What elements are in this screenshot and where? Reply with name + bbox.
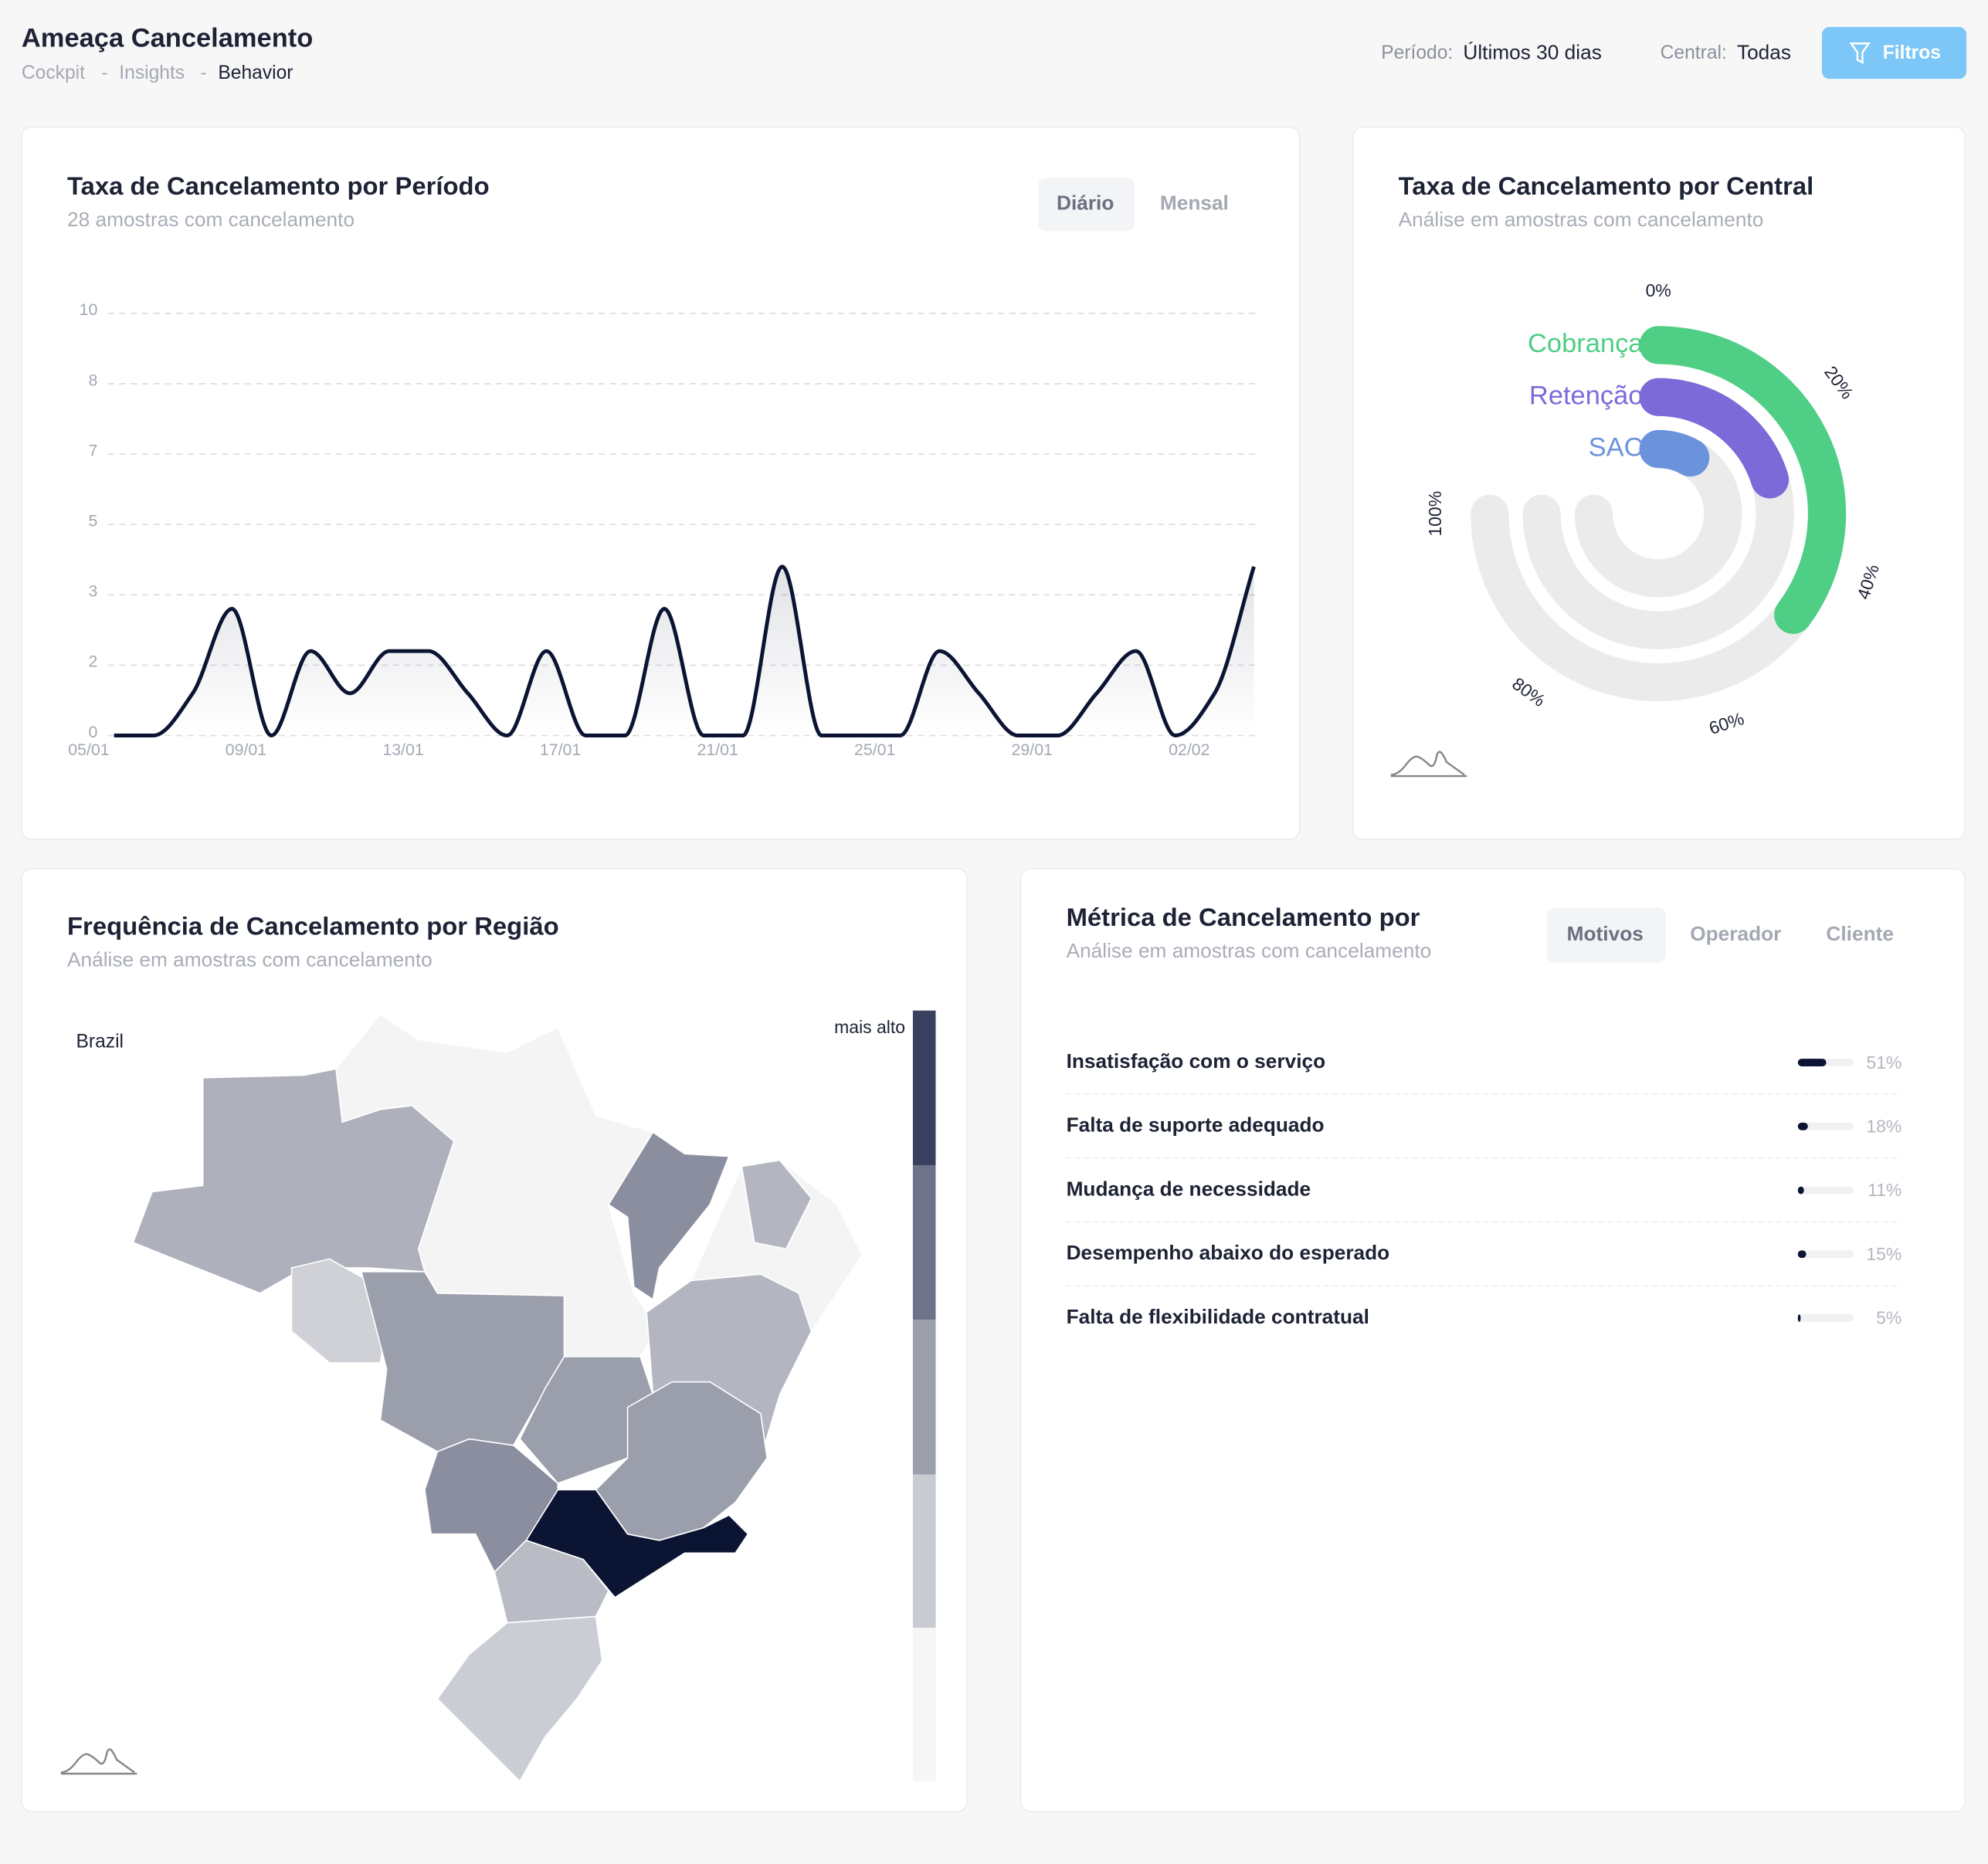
- x-tick-label: 09/01: [226, 741, 266, 759]
- radial-bar: [1639, 429, 1710, 477]
- tab[interactable]: Mensal: [1160, 191, 1229, 215]
- breadcrumb: Behavior: [218, 63, 293, 83]
- tab[interactable]: Motivos: [1567, 922, 1644, 945]
- brazil-map: [132, 1013, 863, 1783]
- logo: [60, 1748, 137, 1775]
- legend-swatch: [912, 1165, 936, 1320]
- card-subtitle: Análise em amostras com cancelamento: [1399, 208, 1764, 231]
- legend-label: mais alto: [834, 1017, 905, 1037]
- series-label: Cobrança: [1528, 329, 1644, 358]
- card-title: Frequência de Cancelamento por Região: [67, 912, 559, 940]
- region: [595, 1381, 768, 1541]
- card-title: Métrica de Cancelamento por: [1067, 903, 1420, 931]
- bar: [1797, 1314, 1801, 1322]
- map-label: Brazil: [76, 1031, 124, 1052]
- row-label: Mudança de necessidade: [1067, 1177, 1311, 1200]
- card-subtitle: Análise em amostras com cancelamento: [67, 948, 433, 971]
- filter-label: Período:: [1381, 42, 1453, 63]
- x-tick-label: 29/01: [1012, 741, 1053, 759]
- region: [607, 1131, 731, 1301]
- bar: [1797, 1122, 1808, 1130]
- value-label: 5%: [1876, 1308, 1901, 1328]
- tab[interactable]: Operador: [1690, 922, 1781, 945]
- tab-active-bg[interactable]: [1546, 907, 1667, 963]
- x-tick-label: 21/01: [697, 741, 738, 759]
- color-legend: [912, 1010, 936, 1781]
- bar-track: [1797, 1122, 1854, 1130]
- x-tick-label: 05/01: [68, 741, 109, 759]
- card-subtitle: Análise em amostras com cancelamento: [1067, 939, 1432, 962]
- filter-label: Central:: [1661, 42, 1727, 63]
- region: [519, 1356, 654, 1485]
- value-label: 15%: [1866, 1244, 1901, 1264]
- card: [1019, 868, 1966, 1813]
- value-label: 18%: [1866, 1117, 1901, 1137]
- filter-button[interactable]: Filtros: [1821, 26, 1967, 80]
- y-tick-label: 5: [89, 512, 98, 530]
- y-tick-label: 10: [80, 300, 98, 319]
- legend-swatch: [912, 1474, 936, 1628]
- axis-tick-label: 100%: [1425, 491, 1445, 537]
- legend-swatch: [912, 1010, 936, 1166]
- card: [21, 126, 1301, 840]
- tab-active-bg[interactable]: [1038, 178, 1135, 232]
- card-title: Taxa de Cancelamento por Período: [67, 171, 490, 200]
- y-tick-label: 8: [89, 371, 98, 389]
- radial-bar: [1639, 378, 1790, 499]
- value-label: 51%: [1866, 1052, 1901, 1073]
- tab[interactable]: Cliente: [1826, 922, 1894, 945]
- breadcrumb[interactable]: Cockpit: [22, 63, 85, 83]
- legend-swatch: [912, 1628, 936, 1781]
- line: [114, 564, 1256, 737]
- page-title: Ameaça Cancelamento: [22, 23, 313, 53]
- breadcrumb-separator: -: [200, 63, 206, 83]
- value-label: 11%: [1868, 1180, 1901, 1200]
- line-area: [114, 566, 1254, 736]
- bar-track: [1797, 1186, 1854, 1195]
- y-tick-label: 7: [89, 441, 98, 459]
- axis-tick-label: 0%: [1646, 280, 1671, 300]
- card: [1352, 126, 1966, 840]
- y-tick-label: 0: [89, 723, 98, 741]
- region: [741, 1159, 813, 1250]
- radial-bar: [1639, 326, 1847, 634]
- y-tick-label: 3: [89, 582, 98, 601]
- bar: [1797, 1186, 1804, 1195]
- card-title: Taxa de Cancelamento por Central: [1399, 171, 1814, 200]
- row-label: Insatisfação com o serviço: [1067, 1049, 1326, 1073]
- x-tick-label: 25/01: [854, 741, 895, 759]
- breadcrumb[interactable]: Insights: [119, 63, 185, 83]
- card-subtitle: 28 amostras com cancelamento: [67, 208, 355, 231]
- bar: [1797, 1059, 1827, 1066]
- legend-swatch: [912, 1320, 936, 1475]
- series-label: Retenção: [1529, 381, 1644, 410]
- bar-track: [1797, 1250, 1854, 1259]
- button-bg[interactable]: [1821, 26, 1967, 80]
- filter-icon: [1849, 42, 1871, 64]
- filter-value[interactable]: Últimos 30 dias: [1463, 40, 1601, 63]
- row-label: Falta de flexibilidade contratual: [1067, 1305, 1369, 1328]
- breadcrumb-separator: -: [101, 63, 107, 83]
- x-tick-label: 13/01: [382, 741, 423, 759]
- region: [132, 1068, 455, 1294]
- row-label: Desempenho abaixo do esperado: [1067, 1241, 1390, 1264]
- bar-track: [1797, 1314, 1854, 1322]
- region: [436, 1615, 603, 1783]
- button-label[interactable]: Filtros: [1883, 42, 1941, 63]
- row-label: Falta de suporte adequado: [1067, 1113, 1325, 1137]
- x-tick-label: 17/01: [540, 741, 581, 759]
- logo: [1390, 751, 1467, 778]
- series-label: SAC: [1589, 433, 1644, 463]
- filter-value[interactable]: Todas: [1737, 40, 1791, 63]
- x-tick-label: 02/02: [1169, 741, 1209, 759]
- y-tick-label: 2: [89, 652, 98, 671]
- bar: [1797, 1250, 1807, 1259]
- tab[interactable]: Diário: [1057, 191, 1114, 215]
